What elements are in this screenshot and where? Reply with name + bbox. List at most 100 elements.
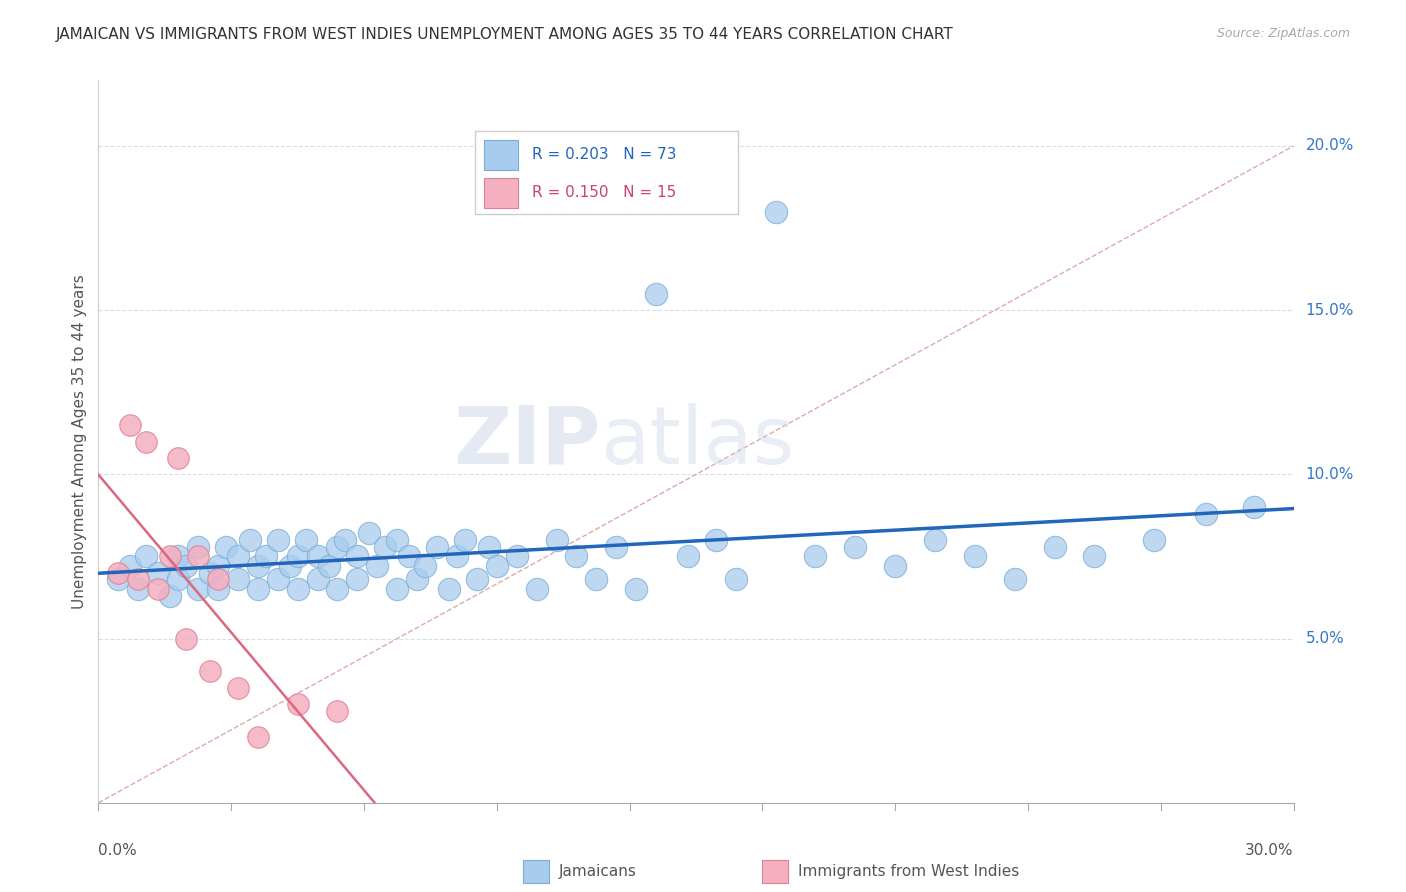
Point xyxy=(1043,540,1066,554)
Point xyxy=(246,730,269,744)
Point xyxy=(159,549,181,564)
Point xyxy=(1195,507,1218,521)
Point xyxy=(465,573,488,587)
Point xyxy=(198,665,221,679)
Point xyxy=(585,573,607,587)
Point xyxy=(454,533,477,547)
Point xyxy=(207,573,229,587)
Point xyxy=(385,533,409,547)
Point xyxy=(167,573,190,587)
Point xyxy=(924,533,946,547)
Point xyxy=(724,573,747,587)
Text: 10.0%: 10.0% xyxy=(1306,467,1354,482)
Point xyxy=(120,559,142,574)
Point xyxy=(546,533,568,547)
Bar xyxy=(485,178,517,208)
Point xyxy=(565,549,588,564)
Point xyxy=(1083,549,1105,564)
Text: Jamaicans: Jamaicans xyxy=(558,864,637,879)
Point xyxy=(148,582,170,597)
Point xyxy=(135,549,157,564)
Point xyxy=(963,549,986,564)
Text: atlas: atlas xyxy=(600,402,794,481)
Point xyxy=(207,582,229,597)
Point xyxy=(478,540,501,554)
Point xyxy=(506,549,529,564)
Point xyxy=(676,549,699,564)
Point xyxy=(626,582,648,597)
Point xyxy=(1243,500,1265,515)
Point xyxy=(246,582,269,597)
Point xyxy=(159,589,181,603)
Point xyxy=(346,549,368,564)
Point xyxy=(374,540,396,554)
Point xyxy=(127,573,149,587)
Point xyxy=(485,559,508,574)
Text: 30.0%: 30.0% xyxy=(1246,843,1294,857)
Point xyxy=(267,573,290,587)
Point xyxy=(385,582,409,597)
Point xyxy=(207,559,229,574)
Point xyxy=(174,559,197,574)
Text: Immigrants from West Indies: Immigrants from West Indies xyxy=(797,864,1019,879)
Point xyxy=(226,573,249,587)
Point xyxy=(437,582,460,597)
Point xyxy=(1143,533,1166,547)
Point xyxy=(326,704,349,718)
Text: 20.0%: 20.0% xyxy=(1306,138,1354,153)
Point xyxy=(187,549,209,564)
Point xyxy=(187,582,209,597)
Bar xyxy=(762,860,787,883)
Text: 0.0%: 0.0% xyxy=(98,843,138,857)
Point xyxy=(804,549,827,564)
Point xyxy=(426,540,449,554)
Text: R = 0.150   N = 15: R = 0.150 N = 15 xyxy=(533,186,676,201)
Point xyxy=(346,573,368,587)
Point xyxy=(167,450,190,465)
Point xyxy=(406,573,429,587)
Point xyxy=(307,549,329,564)
Point xyxy=(318,559,340,574)
Point xyxy=(226,681,249,695)
Point xyxy=(278,559,301,574)
Bar xyxy=(485,139,517,169)
Point xyxy=(335,533,357,547)
Point xyxy=(267,533,290,547)
Point xyxy=(120,418,142,433)
Point xyxy=(294,533,316,547)
Point xyxy=(127,582,149,597)
Point xyxy=(446,549,468,564)
Point xyxy=(174,632,197,646)
Point xyxy=(1004,573,1026,587)
Point xyxy=(148,566,170,580)
Text: JAMAICAN VS IMMIGRANTS FROM WEST INDIES UNEMPLOYMENT AMONG AGES 35 TO 44 YEARS C: JAMAICAN VS IMMIGRANTS FROM WEST INDIES … xyxy=(56,27,955,42)
Point xyxy=(605,540,627,554)
Point xyxy=(326,540,349,554)
Bar xyxy=(523,860,548,883)
Point xyxy=(226,549,249,564)
Point xyxy=(645,286,668,301)
Text: 15.0%: 15.0% xyxy=(1306,302,1354,318)
Point xyxy=(326,582,349,597)
Point xyxy=(359,526,381,541)
Text: R = 0.203   N = 73: R = 0.203 N = 73 xyxy=(533,147,676,162)
Point xyxy=(366,559,388,574)
Text: 5.0%: 5.0% xyxy=(1306,632,1344,646)
Text: ZIP: ZIP xyxy=(453,402,600,481)
Y-axis label: Unemployment Among Ages 35 to 44 years: Unemployment Among Ages 35 to 44 years xyxy=(72,274,87,609)
Point xyxy=(844,540,866,554)
Point xyxy=(135,434,157,449)
Point xyxy=(287,698,309,712)
Point xyxy=(398,549,420,564)
Point xyxy=(198,566,221,580)
Text: Source: ZipAtlas.com: Source: ZipAtlas.com xyxy=(1216,27,1350,40)
Point xyxy=(307,573,329,587)
Point xyxy=(413,559,436,574)
Point xyxy=(526,582,548,597)
Point xyxy=(884,559,907,574)
FancyBboxPatch shape xyxy=(475,131,738,214)
Point xyxy=(287,582,309,597)
Point xyxy=(107,573,129,587)
Point xyxy=(765,204,787,219)
Point xyxy=(239,533,262,547)
